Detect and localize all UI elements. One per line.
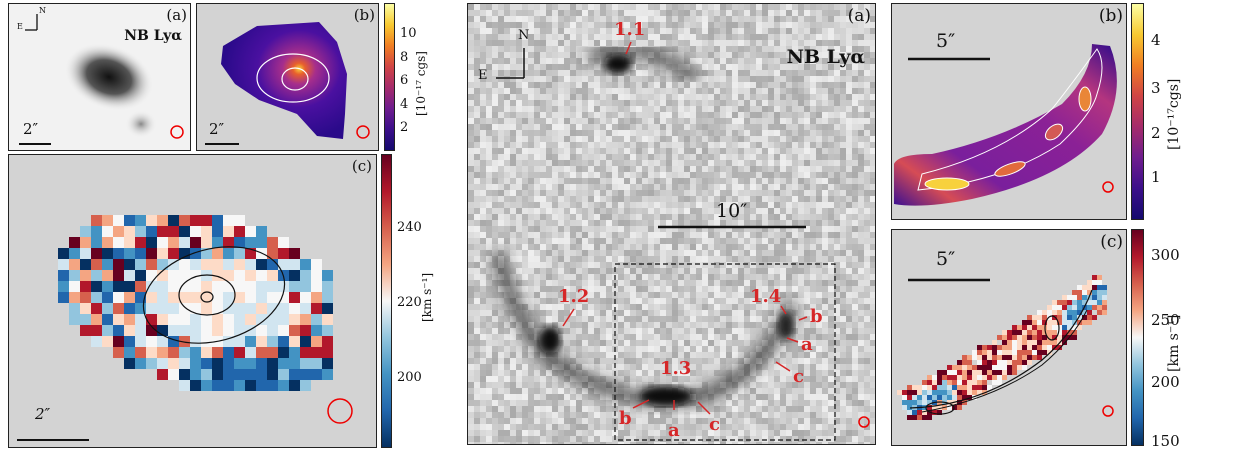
right-colorbar-c-tick: 150 xyxy=(1151,432,1180,450)
right-colorbar-c-tick: 250 xyxy=(1151,311,1180,329)
left-panel-b-tag: (b) xyxy=(353,6,375,24)
right-colorbar-b-tick: 4 xyxy=(1151,31,1161,49)
knot-label-a: a xyxy=(668,420,680,441)
left-colorbar-b-label: [10⁻¹⁷ cgs] xyxy=(414,51,428,116)
right-colorbar-b-label: [10⁻¹⁷cgs] xyxy=(1166,78,1182,150)
right-panel-b-scale: 5″ xyxy=(936,30,956,52)
right-colorbar-c-label: [km s⁻¹] xyxy=(1166,314,1182,372)
right-panel-c: (c) 5″ xyxy=(891,229,1127,446)
knot-label-c: c xyxy=(709,414,720,435)
compass-e-label: E xyxy=(478,68,488,83)
left-colorbar-b-tick: 6 xyxy=(400,73,409,88)
right-panel-b-tag: (b) xyxy=(1098,6,1123,26)
left-colorbar-b xyxy=(384,3,395,151)
right-colorbar-b-tick: 2 xyxy=(1151,124,1161,142)
compass-n-label: N xyxy=(39,6,46,15)
left-colorbar-c-tick: 220 xyxy=(397,295,422,310)
left-panel-c-velocity-map xyxy=(17,215,353,441)
left-colorbar-b-tick: 10 xyxy=(400,26,417,41)
right-panel-a: (a) NB Lyα 10″ N E 1.1 1.2 1.3 1.4 b a c… xyxy=(467,3,876,445)
compass-n-label: N xyxy=(518,28,530,43)
left-colorbar-c-label: [km s⁻¹] xyxy=(420,272,434,322)
left-colorbar-c-tick: 200 xyxy=(397,370,422,385)
left-panel-a-image xyxy=(19,14,184,145)
image-label-1-2: 1.2 xyxy=(558,286,590,307)
knot-label-c: c xyxy=(793,366,804,387)
right-panel-a-scale: 10″ xyxy=(716,200,748,222)
image-label-1-1: 1.1 xyxy=(614,19,646,40)
left-panel-c: (c) 2″ xyxy=(8,154,377,448)
left-panel-b: (b) 2″ xyxy=(196,3,379,151)
image-label-1-3: 1.3 xyxy=(660,358,692,379)
left-colorbar-c xyxy=(381,154,392,448)
left-panel-c-scale: 2″ xyxy=(35,405,51,423)
left-colorbar-b-tick: 2 xyxy=(400,120,409,135)
knot-label-b: b xyxy=(619,408,632,429)
right-colorbar-b xyxy=(1131,3,1144,220)
left-panel-b-image xyxy=(205,22,370,145)
left-panel-a-tag: (a) xyxy=(166,6,187,24)
right-panel-b-image xyxy=(894,44,1117,206)
right-panel-c-velocity-map xyxy=(897,275,1114,420)
image-label-1-4: 1.4 xyxy=(750,286,782,307)
left-colorbar-c-tick: 240 xyxy=(397,220,422,235)
right-colorbar-b-tick: 1 xyxy=(1151,168,1161,186)
right-colorbar-c-tick: 200 xyxy=(1151,373,1180,391)
knot-label-a: a xyxy=(801,334,813,355)
left-panel-c-tag: (c) xyxy=(351,157,372,175)
left-colorbar-b-tick: 8 xyxy=(400,50,409,65)
left-panel-a: (a) NB Lyα 2″ N E xyxy=(8,3,191,151)
right-colorbar-c xyxy=(1131,229,1144,446)
left-panel-a-scale: 2″ xyxy=(23,120,39,138)
compass-e-label: E xyxy=(17,22,23,31)
right-panel-c-scale: 5″ xyxy=(936,248,956,270)
right-colorbar-b-tick: 3 xyxy=(1151,79,1161,97)
right-panel-a-image xyxy=(468,4,875,444)
knot-label-b: b xyxy=(810,306,823,327)
right-panel-b: (b) 5″ xyxy=(891,3,1127,220)
left-colorbar-b-tick: 4 xyxy=(400,97,409,112)
right-colorbar-c-tick: 300 xyxy=(1151,246,1180,264)
right-panel-a-title: NB Lyα xyxy=(786,46,865,68)
right-panel-c-tag: (c) xyxy=(1100,232,1123,252)
left-panel-b-scale: 2″ xyxy=(209,120,225,138)
left-panel-a-title: NB Lyα xyxy=(124,28,182,44)
right-panel-a-tag: (a) xyxy=(847,6,871,26)
